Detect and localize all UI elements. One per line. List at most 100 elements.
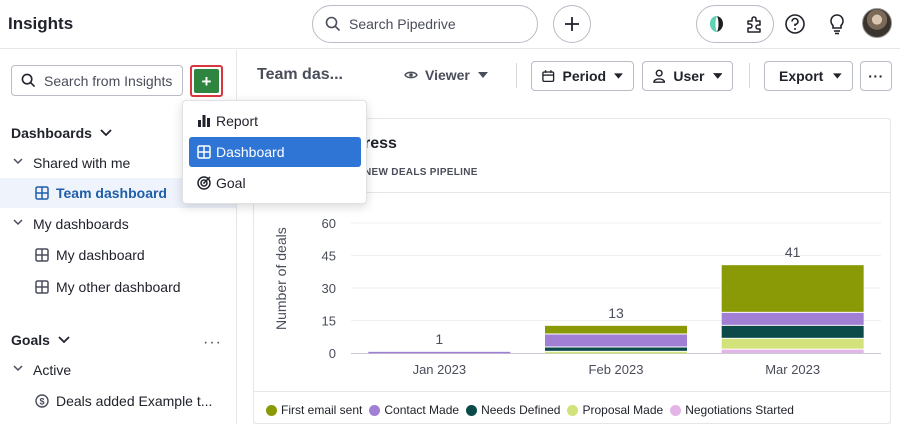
y-tick-label: 45 (322, 249, 336, 264)
legend-item[interactable]: Proposal Made (567, 403, 663, 417)
period-label: Period (562, 68, 607, 84)
sidebar: Search from Insights + Dashboards Shared… (0, 50, 237, 424)
dashboards-heading-label: Dashboards (11, 125, 92, 141)
dashboard-icon (35, 186, 49, 200)
bar-segment (545, 347, 687, 351)
puzzle-icon[interactable] (739, 9, 769, 39)
top-bar: Insights Search Pipedrive (0, 0, 900, 49)
bar-segment (545, 351, 687, 354)
dollar-circle-icon: $ (35, 394, 49, 408)
sidebar-item-my-other-dashboard[interactable]: My other dashboard (0, 272, 236, 302)
dashboard-icon (197, 145, 211, 159)
legend-swatch (670, 404, 682, 416)
extension-logo-icon[interactable] (702, 9, 732, 39)
insights-search-input[interactable]: Search from Insights (11, 65, 183, 96)
menu-item-label: Dashboard (216, 144, 285, 160)
sidebar-item-active[interactable]: Active (0, 355, 236, 385)
data-label: 13 (608, 305, 624, 321)
add-menu-dropdown: Report Dashboard Goal (182, 100, 367, 204)
plus-icon (565, 17, 579, 31)
caret-down-icon (614, 73, 623, 79)
more-options-label: ··· (868, 68, 884, 84)
x-tick-label: Feb 2023 (589, 362, 644, 377)
legend-label: Needs Defined (481, 403, 561, 417)
viewer-dropdown[interactable]: Viewer (404, 67, 488, 83)
help-icon[interactable] (780, 9, 810, 39)
menu-item-goal[interactable]: Goal (189, 168, 361, 198)
target-icon (197, 176, 211, 190)
legend-item[interactable]: Negotiations Started (670, 403, 794, 417)
goals-heading-label: Goals (11, 332, 50, 348)
bar-segment (368, 351, 511, 354)
legend-item[interactable]: Contact Made (369, 403, 459, 417)
menu-item-dashboard[interactable]: Dashboard (189, 137, 361, 167)
bar-segment (721, 325, 864, 338)
legend-swatch (369, 404, 381, 416)
sidebar-item-label: My dashboards (33, 216, 129, 232)
sidebar-item-my-dashboards[interactable]: My dashboards (0, 209, 236, 239)
dashboard-icon (35, 280, 49, 294)
search-icon (21, 73, 36, 88)
data-label: 1 (435, 331, 443, 347)
legend-item[interactable]: First email sent (266, 403, 362, 417)
sidebar-item-goal[interactable]: $ Deals added Example t... (0, 386, 236, 416)
sidebar-item-label: Active (33, 362, 72, 378)
chevron-down-icon (13, 158, 23, 165)
legend-swatch (466, 404, 478, 416)
bar-segment (721, 265, 864, 312)
toolbar-divider (516, 63, 517, 88)
global-search-input[interactable]: Search Pipedrive (312, 5, 538, 43)
calendar-icon (542, 70, 555, 83)
add-button-highlight: + (190, 65, 223, 97)
sidebar-item-label: Team dashboard (56, 185, 167, 201)
add-button[interactable]: + (194, 69, 219, 93)
global-search-placeholder: Search Pipedrive (349, 16, 456, 32)
caret-down-icon (712, 73, 722, 79)
toolbar-divider (749, 63, 750, 88)
y-tick-label: 60 (322, 216, 336, 231)
goals-more-button[interactable]: ··· (203, 334, 222, 351)
legend-label: Contact Made (384, 403, 460, 417)
legend-label: Proposal Made (582, 403, 664, 417)
lightbulb-icon[interactable] (822, 9, 852, 39)
y-tick-label: 30 (322, 281, 336, 296)
legend-item[interactable]: Needs Defined (466, 403, 560, 417)
svg-text:$: $ (39, 397, 44, 407)
export-button[interactable]: Export (764, 61, 853, 91)
card-divider (253, 391, 891, 392)
menu-item-report[interactable]: Report (189, 106, 361, 136)
user-filter-button[interactable]: User (642, 61, 733, 91)
menu-item-label: Report (216, 113, 259, 129)
apps-icon-group (696, 5, 774, 43)
dashboards-heading[interactable]: Dashboards (11, 125, 112, 141)
legend-label: First email sent (281, 403, 363, 417)
legend-swatch (567, 404, 579, 416)
bar-segment (545, 334, 687, 347)
x-tick-label: Mar 2023 (765, 362, 820, 377)
avatar[interactable] (862, 8, 892, 38)
sidebar-item-my-dashboard[interactable]: My dashboard (0, 240, 236, 270)
quick-add-button[interactable] (553, 5, 591, 43)
search-icon (325, 16, 341, 32)
viewer-label: Viewer (425, 67, 470, 83)
chart-legend: First email sent Contact Made Needs Define… (266, 403, 801, 417)
sidebar-item-shared-with-me[interactable]: Shared with me (0, 148, 236, 178)
user-label: User (673, 68, 705, 84)
chevron-down-icon (58, 336, 70, 344)
sidebar-item-label: My dashboard (56, 247, 145, 263)
more-options-button[interactable]: ··· (860, 61, 892, 91)
dashboard-icon (35, 248, 49, 262)
x-tick-label: Jan 2023 (413, 362, 467, 377)
legend-swatch (266, 404, 277, 416)
goals-heading[interactable]: Goals (11, 332, 70, 348)
report-subtitle: NEW DEALS PIPELINE (364, 167, 478, 178)
chevron-down-icon (100, 129, 112, 137)
legend-label: Negotiations Started (685, 403, 794, 417)
sidebar-item-label: Deals added Example t... (56, 393, 213, 409)
stacked-bar-chart: 0 15 30 45 60 1 Jan 2023 13 Feb 2023 41 Mar 2023 (322, 216, 881, 377)
period-filter-button[interactable]: Period (531, 61, 634, 91)
bar-segment (721, 312, 864, 325)
menu-item-label: Goal (216, 175, 246, 191)
bar-segment (721, 338, 864, 349)
bar-segment (545, 325, 687, 334)
